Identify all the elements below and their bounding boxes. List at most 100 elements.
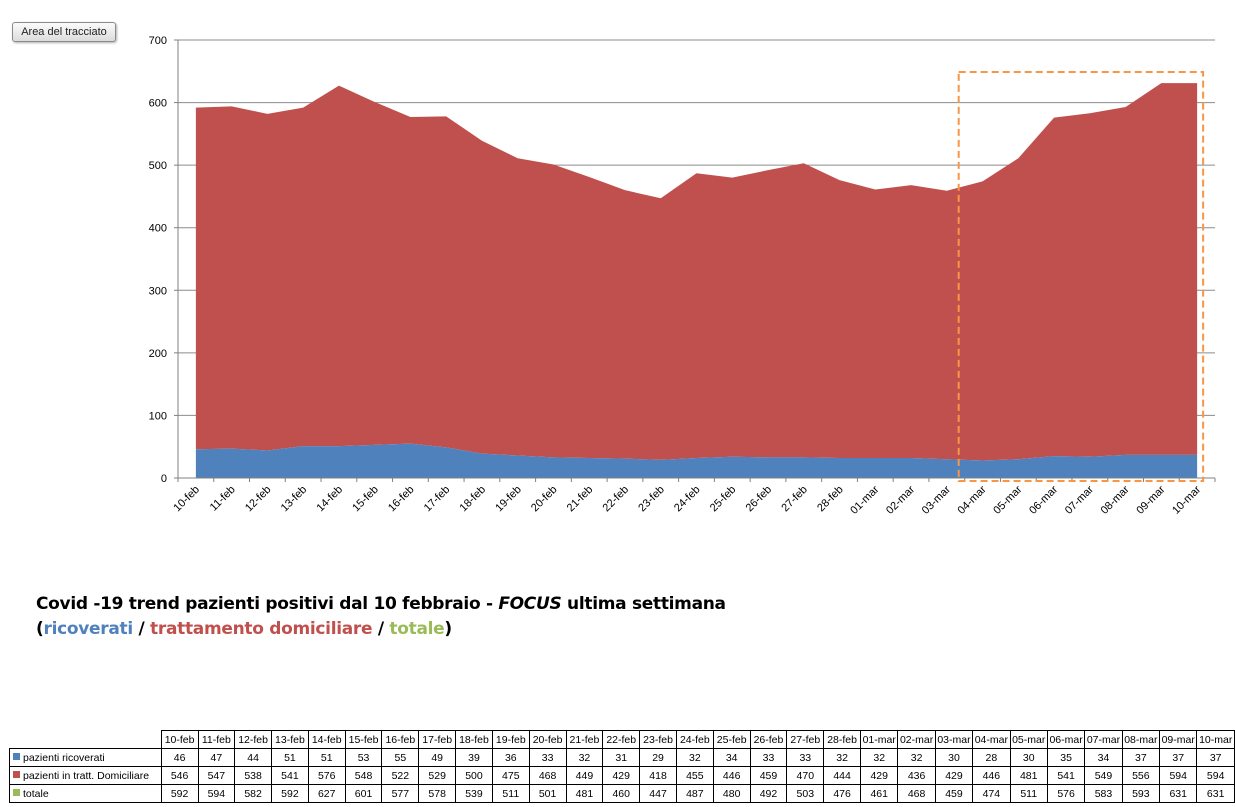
table-cell: 44 <box>234 748 273 767</box>
x-tick-label: 11-feb <box>208 484 238 514</box>
table-cell: 592 <box>271 784 309 803</box>
table-cell: 541 <box>271 766 309 785</box>
table-cell: 546 <box>160 766 199 785</box>
table-date-header: 28-feb <box>823 730 862 749</box>
table-date-header: 05-mar <box>1009 730 1048 749</box>
table-cell: 501 <box>528 784 567 803</box>
table-date-header: 08-mar <box>1121 730 1161 749</box>
table-cell: 429 <box>934 766 974 785</box>
caption-close-paren: ) <box>444 619 452 639</box>
x-tick-label: 28-feb <box>815 484 846 515</box>
x-tick-label: 12-feb <box>243 484 274 515</box>
x-tick-label: 13-feb <box>279 484 310 515</box>
table-corner <box>9 730 162 749</box>
x-tick-label: 07-mar <box>1063 483 1096 516</box>
table-date-header: 17-feb <box>418 730 457 749</box>
table-row: pazienti in tratt. Domiciliare 546 547 538 5… <box>9 766 1235 785</box>
x-tick-label: 25-feb <box>708 484 739 515</box>
table-date-header: 23-feb <box>639 730 677 749</box>
table-cell: 547 <box>197 766 236 785</box>
table-cell: 468 <box>528 766 567 785</box>
table-cell: 529 <box>418 766 457 785</box>
x-tick-label: 15-feb <box>350 484 381 515</box>
table-cell: 583 <box>1084 784 1123 803</box>
caption-ricoverati: ricoverati <box>43 619 133 639</box>
y-tick-label: 200 <box>149 348 167 360</box>
series-area-domiciliare <box>195 83 1198 461</box>
table-cell: 436 <box>897 766 936 785</box>
table-cell: 28 <box>972 748 1011 767</box>
table-date-header: 04-mar <box>972 730 1011 749</box>
table-cell: 500 <box>455 766 493 785</box>
table-cell: 594 <box>1159 766 1198 785</box>
series-label-text: totale <box>23 787 49 800</box>
table-row: totale 592 594 582 592 627 601 577 578 539 511 501 4… <box>9 784 1235 803</box>
table-cell: 35 <box>1046 748 1086 767</box>
table-date-header: 12-feb <box>234 730 273 749</box>
table-date-header: 20-feb <box>528 730 567 749</box>
table-cell: 447 <box>639 784 677 803</box>
x-tick-label: 14-feb <box>314 484 345 515</box>
table-cell: 33 <box>786 748 825 767</box>
caption-sep-1: / <box>132 619 151 639</box>
chart-caption: Covid -19 trend pazienti positivi dal 10… <box>36 592 726 642</box>
y-tick-label: 300 <box>149 285 167 297</box>
table-cell: 576 <box>1046 784 1086 803</box>
table-cell: 539 <box>455 784 493 803</box>
table-cell: 32 <box>860 748 899 767</box>
table-date-header: 22-feb <box>602 730 641 749</box>
x-tick-label: 18-feb <box>458 484 489 515</box>
y-tick-label: 400 <box>149 223 167 235</box>
table-cell: 455 <box>675 766 714 785</box>
table-cell: 446 <box>972 766 1011 785</box>
table-cell: 538 <box>234 766 273 785</box>
table-cell: 33 <box>528 748 567 767</box>
table-date-header: 03-mar <box>934 730 974 749</box>
table-cell: 32 <box>675 748 714 767</box>
table-date-header: 16-feb <box>381 730 420 749</box>
table-cell: 37 <box>1196 748 1235 767</box>
table-cell: 549 <box>1084 766 1123 785</box>
table-cell: 548 <box>344 766 383 785</box>
x-tick-label: 05-mar <box>991 483 1024 516</box>
series-label-text: pazienti ricoverati <box>23 751 105 764</box>
table-cell: 47 <box>197 748 236 767</box>
table-date-header: 06-mar <box>1046 730 1086 749</box>
plot-area-button[interactable]: Area del tracciato <box>12 22 116 42</box>
table-date-header: 18-feb <box>455 730 493 749</box>
table-series-label: pazienti ricoverati <box>9 748 162 767</box>
table-cell: 481 <box>1009 766 1048 785</box>
area-series <box>195 83 1198 478</box>
caption-focus: FOCUS <box>498 594 562 614</box>
table-cell: 51 <box>307 748 346 767</box>
table-cell: 576 <box>307 766 346 785</box>
table-cell: 32 <box>565 748 604 767</box>
table-cell: 475 <box>491 766 530 785</box>
table-cell: 492 <box>749 784 788 803</box>
x-tick-label: 24-feb <box>672 484 703 515</box>
table-cell: 49 <box>418 748 457 767</box>
series-label-text: pazienti in tratt. Domiciliare <box>23 769 150 782</box>
x-tick-label: 06-mar <box>1027 483 1060 516</box>
legend-key <box>13 753 20 761</box>
table-cell: 582 <box>234 784 273 803</box>
x-tick-label: 19-feb <box>493 484 524 515</box>
y-tick-label: 500 <box>149 160 167 172</box>
table-date-header: 09-mar <box>1159 730 1198 749</box>
y-tick-labels: 0 100 200 300 400 500 600 700 <box>149 35 167 485</box>
table-series-label: pazienti in tratt. Domiciliare <box>9 766 162 785</box>
caption-title-suffix: ultima settimana <box>561 594 726 614</box>
table-cell: 39 <box>455 748 493 767</box>
table-cell: 459 <box>934 784 974 803</box>
table-date-header: 21-feb <box>565 730 604 749</box>
table-cell: 631 <box>1196 784 1235 803</box>
table-date-header: 11-feb <box>197 730 236 749</box>
table-date-header: 13-feb <box>271 730 309 749</box>
table-cell: 449 <box>565 766 604 785</box>
caption-open-paren: ( <box>36 619 44 639</box>
table-cell: 32 <box>823 748 862 767</box>
table-cell: 481 <box>565 784 604 803</box>
caption-trattamento: trattamento domiciliare <box>150 619 373 639</box>
data-table: 10-feb 11-feb 12-feb 13-feb 14-feb 15-feb 16-f… <box>9 730 1235 803</box>
x-tick-label: 01-mar <box>848 483 881 516</box>
